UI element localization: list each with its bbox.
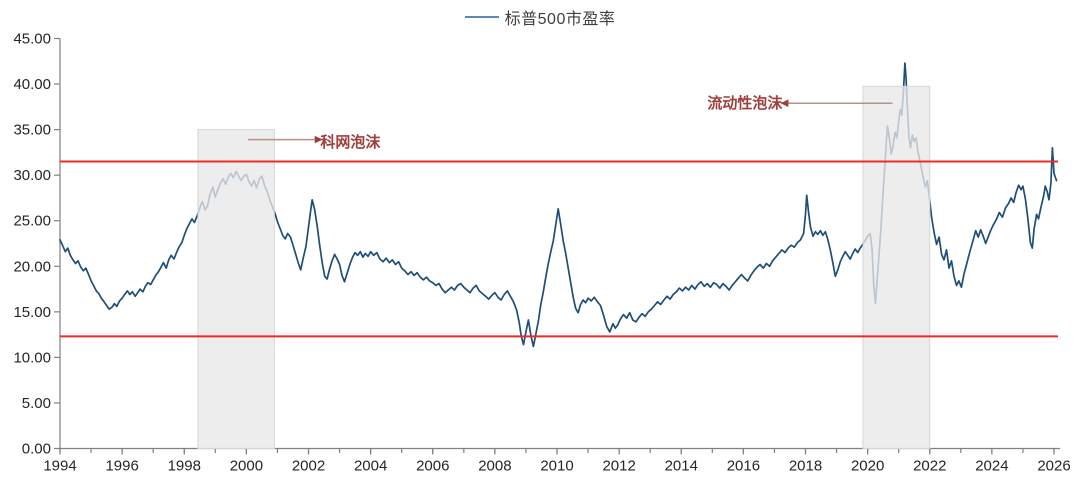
x-axis-label: 1994 (43, 458, 76, 475)
legend-line-swatch (464, 15, 499, 19)
x-axis-label: 2006 (416, 458, 449, 475)
x-axis-label: 1996 (105, 458, 138, 475)
y-axis-label: 45.00 (13, 31, 51, 48)
annotation-arrow-head (780, 99, 789, 107)
legend: 标普500市盈率 (0, 6, 1080, 28)
x-axis-label: 2026 (1037, 458, 1070, 475)
legend-label: 标普500市盈率 (504, 11, 616, 28)
x-axis-label: 2002 (292, 458, 325, 475)
x-axis-label: 2024 (975, 458, 1008, 475)
shaded-region-dotcom-bubble (197, 129, 275, 449)
y-axis-label: 0.00 (22, 441, 51, 458)
x-axis-label: 2010 (540, 458, 573, 475)
x-axis-label: 2004 (354, 458, 387, 475)
x-axis-label: 2012 (602, 458, 635, 475)
y-axis-label: 15.00 (13, 304, 51, 321)
y-axis-label: 5.00 (22, 395, 51, 412)
y-axis-label: 40.00 (13, 76, 51, 93)
x-axis-label: 2022 (913, 458, 946, 475)
x-axis-label: 2008 (478, 458, 511, 475)
x-axis-label: 2020 (851, 458, 884, 475)
y-axis-label: 30.00 (13, 167, 51, 184)
y-axis-label: 25.00 (13, 213, 51, 230)
y-axis-label: 20.00 (13, 258, 51, 275)
y-axis-label: 10.00 (13, 349, 51, 366)
annotation-arrow-head (314, 135, 323, 144)
x-axis-label: 2016 (727, 458, 760, 475)
annotation-text: 流动性泡沫 (707, 94, 783, 112)
x-axis-label: 1998 (168, 458, 201, 475)
x-axis-label: 2014 (665, 458, 698, 475)
shaded-region-liquidity-bubble (862, 85, 931, 449)
x-axis-label: 2000 (230, 458, 263, 475)
annotation-text: 科网泡沫 (320, 133, 381, 151)
x-axis-label: 2018 (789, 458, 822, 475)
y-axis-label: 35.00 (13, 122, 51, 139)
